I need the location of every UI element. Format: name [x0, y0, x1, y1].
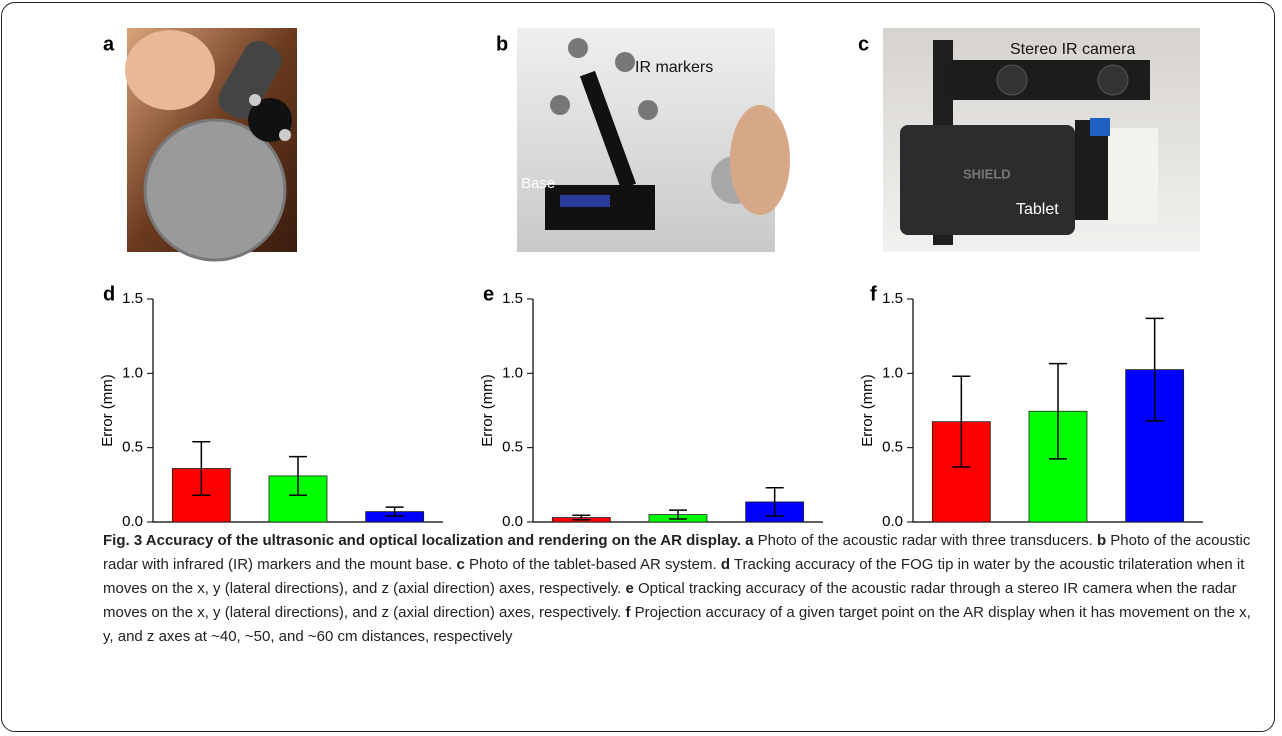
annotation: Stereo IR camera — [1010, 41, 1135, 58]
caption-title: Fig. 3 Accuracy of the ultrasonic and op… — [103, 532, 741, 549]
caption-part-label: b — [1096, 532, 1107, 549]
error-bar — [572, 514, 591, 521]
error-bar — [765, 487, 784, 517]
caption-part-text: Photo of the acoustic radar with infrare… — [103, 532, 1251, 573]
caption-part-label: a — [745, 532, 754, 549]
caption-part-label: f — [625, 604, 631, 621]
error-bar — [669, 509, 687, 520]
error-bar — [952, 375, 971, 468]
annotation: IR markers — [635, 59, 713, 76]
y-tick-label: 0.0 — [882, 513, 903, 530]
y-tick-label: 0.5 — [122, 439, 143, 456]
caption-part-text: Optical tracking accuracy of the acousti… — [103, 580, 1237, 621]
y-tick-label: 1.5 — [882, 290, 903, 307]
error-bar — [192, 440, 211, 496]
annotation: Base — [521, 175, 555, 192]
y-tick-label: 1.5 — [122, 290, 143, 307]
panel-label: a — [103, 33, 115, 55]
panel-label: b — [496, 33, 508, 55]
error-bar — [1049, 362, 1067, 460]
error-bar — [385, 506, 404, 517]
y-axis-label: Error (mm) — [99, 374, 116, 446]
photo-a — [125, 28, 297, 262]
y-tick-label: 0.0 — [502, 513, 523, 530]
y-tick-label: 1.0 — [122, 364, 143, 381]
caption-part-label: c — [456, 556, 465, 573]
photo-b: IR markers Base — [517, 28, 790, 252]
y-tick-label: 0.0 — [122, 513, 143, 530]
caption-part-label: e — [625, 580, 634, 597]
y-axis-label: Error (mm) — [479, 374, 496, 446]
annotation: SHIELD — [963, 166, 1011, 181]
annotation: Tablet — [1016, 201, 1059, 218]
y-tick-label: 1.0 — [882, 364, 903, 381]
panel-label: c — [858, 33, 869, 55]
panel-label: d — [103, 283, 115, 305]
error-bar — [1145, 317, 1164, 422]
error-bar — [289, 455, 307, 496]
y-tick-label: 1.0 — [502, 364, 523, 381]
y-tick-label: 1.5 — [502, 290, 523, 307]
caption-part-label: d — [720, 556, 730, 573]
y-tick-label: 0.5 — [502, 439, 523, 456]
caption-part-text: Projection accuracy of a given target po… — [103, 604, 1251, 645]
y-tick-label: 0.5 — [882, 439, 903, 456]
y-axis-label: Error (mm) — [859, 374, 876, 446]
photo-c: Stereo IR camera SHIELD Tablet — [883, 28, 1200, 252]
panel-label: e — [483, 283, 494, 305]
caption-part-text: Tracking accuracy of the FOG tip in wate… — [103, 556, 1245, 597]
caption-part-text: Photo of the acoustic radar with three t… — [757, 532, 1093, 549]
figure: IR markers Base Stereo IR camera SHIELD … — [99, 28, 1203, 530]
caption-part-text: Photo of the tablet-based AR system. — [469, 556, 717, 573]
panel-label: f — [870, 283, 877, 305]
caption: Fig. 3 Accuracy of the ultrasonic and op… — [103, 529, 1263, 649]
